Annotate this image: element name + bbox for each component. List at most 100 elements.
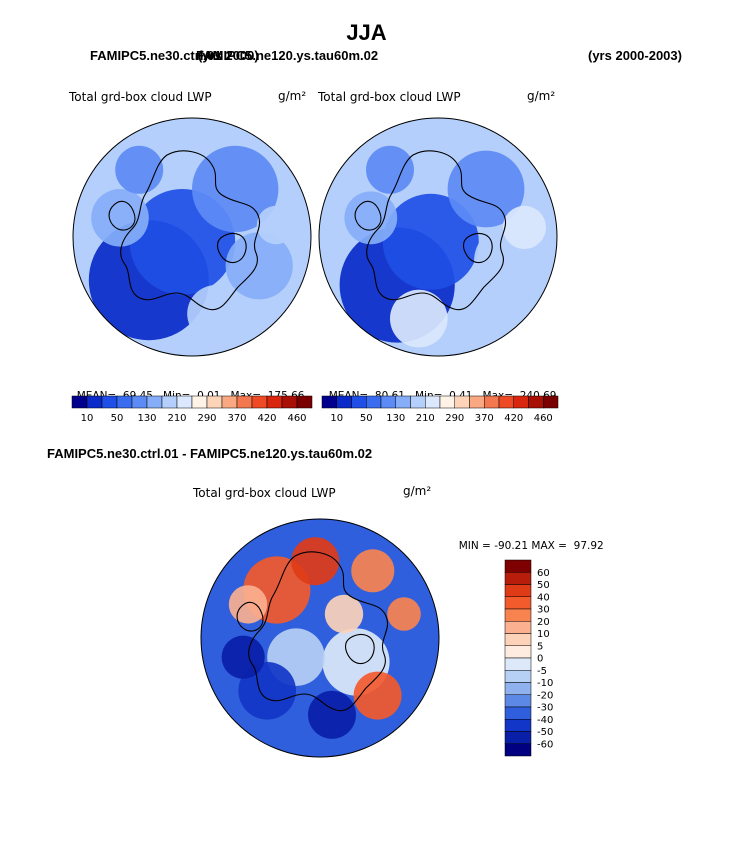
diff-min-value: -90.21: [494, 540, 529, 552]
field-patch: [256, 205, 296, 245]
field-patch: [187, 285, 245, 343]
field-patch: [228, 585, 268, 624]
colorbar-swatch: [504, 743, 532, 757]
colorbar-tick-label: 290: [197, 413, 216, 424]
field-patch: [390, 289, 448, 348]
colorbar-tick-label: 60: [537, 568, 550, 579]
colorbar-swatch: [410, 395, 426, 409]
colorbar-swatch: [101, 395, 118, 409]
left-case-years: (yrs 2000): [198, 48, 259, 63]
field-patch: [387, 597, 421, 631]
field-patch: [91, 189, 149, 247]
coastline: [344, 633, 375, 665]
coastline: [366, 150, 506, 311]
field-patch: [382, 193, 479, 290]
colorbar-swatch: [296, 395, 313, 409]
map-border: [200, 518, 440, 758]
colorbar-swatch: [504, 706, 532, 720]
colorbar-tick-label: 130: [137, 413, 156, 424]
colorbar-swatch: [504, 559, 532, 573]
colorbar-swatch: [191, 395, 208, 409]
colorbar-swatch: [380, 395, 396, 409]
diff-case-title: FAMIPC5.ne30.ctrl.01 - FAMIPC5.ne120.ys.…: [47, 446, 373, 461]
right-case-name: FAMIPC5.ne120.ys.tau60m.02: [196, 48, 379, 63]
colorbar-swatch: [439, 395, 455, 409]
colorbar-swatch: [504, 608, 532, 622]
colorbar-swatch: [513, 395, 529, 409]
colorbar-tick-label: 50: [111, 413, 124, 424]
colorbar-swatch: [86, 395, 103, 409]
coastline: [354, 200, 382, 231]
map-border: [318, 117, 558, 357]
colorbar-swatch: [351, 395, 367, 409]
colorbar-swatch: [176, 395, 193, 409]
coastline: [236, 601, 264, 632]
colorbar-swatch: [504, 670, 532, 683]
coastline: [120, 150, 260, 311]
colorbar-swatch: [251, 395, 268, 409]
colorbar-tick-label: 420: [257, 413, 276, 424]
colorbar-tick-label: -5: [537, 666, 547, 677]
colorbar-swatch: [504, 719, 532, 732]
colorbar-swatch: [206, 395, 223, 409]
colorbar-swatch: [236, 395, 253, 409]
diff-stats: MIN = -90.21 MAX = 97.92: [452, 528, 604, 552]
coastline: [462, 232, 493, 264]
colorbar-tick-label: -20: [537, 690, 553, 701]
colorbar-swatch: [221, 395, 238, 409]
right-case-years: (yrs 2000-2003): [588, 48, 682, 63]
colorbar-swatch: [504, 731, 532, 744]
right-colorbar: 10 50 130 210 290 370 420 460: [321, 395, 559, 424]
colorbar-swatch: [504, 682, 532, 695]
colorbar-tick-label: -10: [537, 678, 553, 689]
field-patch: [353, 671, 402, 720]
colorbar-swatch: [454, 395, 470, 409]
colorbar-swatch: [281, 395, 298, 409]
right-plot-title: Total grd-box cloud LWP: [318, 90, 461, 104]
colorbar-swatch: [146, 395, 163, 409]
colorbar-tick-label: 50: [537, 580, 550, 591]
colorbar-swatch: [336, 395, 352, 409]
colorbar-tick-label: 460: [287, 413, 306, 424]
season-title: JJA: [346, 20, 387, 45]
diff-min-label: MIN =: [458, 540, 491, 552]
field-patch: [308, 690, 356, 739]
colorbar-tick-label: -60: [537, 739, 553, 750]
colorbar-tick-label: 20: [537, 617, 550, 628]
colorbar-tick-label: 420: [504, 413, 523, 424]
diff-max-label: MAX =: [531, 540, 567, 552]
colorbar-swatch: [498, 395, 514, 409]
colorbar-tick-label: 290: [445, 413, 464, 424]
colorbar-swatch: [131, 395, 148, 409]
colorbar-swatch: [266, 395, 283, 409]
coastline: [216, 232, 247, 264]
colorbar-swatch: [161, 395, 178, 409]
field-patch: [366, 145, 414, 194]
left-case-name: FAMIPC5.ne30.ctrl.01: [90, 48, 222, 63]
colorbar-tick-label: 40: [537, 592, 550, 603]
colorbar-tick-label: 10: [537, 629, 550, 640]
colorbar-swatch: [504, 694, 532, 708]
right-plot-units: g/m²: [527, 89, 556, 103]
coastline: [248, 551, 388, 712]
colorbar-tick-label: 10: [330, 413, 343, 424]
colorbar-swatch: [116, 395, 133, 409]
colorbar-tick-label: 370: [475, 413, 494, 424]
colorbar-swatch: [543, 395, 559, 409]
colorbar-tick-label: 0: [537, 654, 543, 665]
colorbar-tick-label: 5: [537, 641, 543, 652]
colorbar-tick-label: 460: [534, 413, 553, 424]
diff-max-value: 97.92: [573, 540, 604, 552]
colorbar-tick-label: 130: [386, 413, 405, 424]
colorbar-swatch: [504, 633, 532, 646]
colorbar-swatch: [469, 395, 485, 409]
colorbar-swatch: [395, 395, 411, 409]
colorbar-swatch: [71, 395, 88, 409]
colorbar-swatch: [425, 395, 441, 409]
colorbar-tick-label: 370: [227, 413, 246, 424]
colorbar-tick-label: -30: [537, 703, 553, 714]
colorbar-swatch: [504, 596, 532, 610]
field-patch: [447, 150, 525, 228]
field-patch: [324, 594, 364, 634]
